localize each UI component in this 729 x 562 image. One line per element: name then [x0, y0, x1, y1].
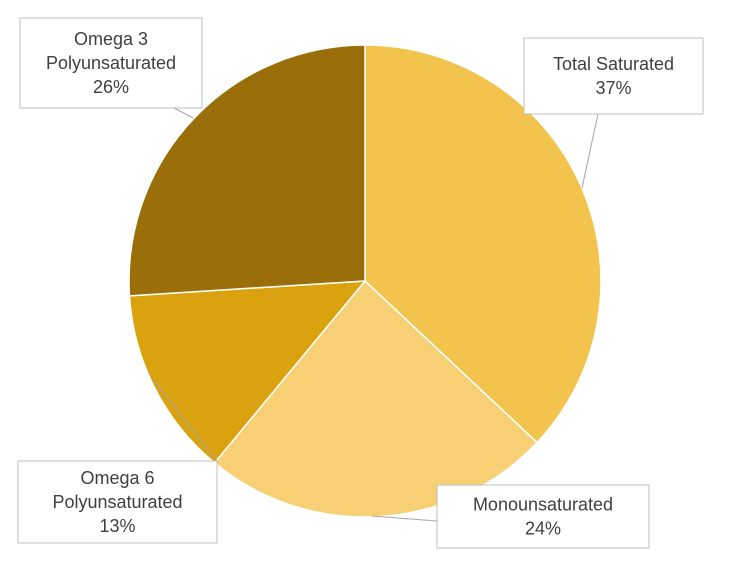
data-label-category: Polyunsaturated [46, 53, 176, 73]
leader-line-total-saturated [581, 113, 599, 189]
leader-line-monounsaturated [371, 515, 438, 522]
data-label-omega-3-polyunsaturated: Omega 3 Polyunsaturated 26% [46, 29, 176, 97]
data-label-omega-6-polyunsaturated: Omega 6 Polyunsaturated 13% [52, 468, 182, 536]
data-label-value: 24% [525, 519, 561, 539]
data-label-category: Total Saturated [553, 54, 674, 74]
data-label-category: Omega 6 [80, 468, 154, 488]
data-label-value: 26% [93, 77, 129, 97]
data-labels: Total Saturated 37% Monounsaturated 24% Omeg… [17, 17, 704, 549]
pie-slice-omega-3-polyunsaturated [128, 44, 366, 297]
data-label-monounsaturated: Monounsaturated 24% [473, 495, 613, 539]
data-label-category: Monounsaturated [473, 495, 613, 515]
data-label-box-monounsaturated [436, 484, 650, 549]
data-label-box-omega-6-polyunsaturated [17, 460, 218, 544]
data-label-category: Omega 3 [74, 29, 148, 49]
pie-slices [128, 44, 602, 518]
data-label-category: Polyunsaturated [52, 492, 182, 512]
leader-line-omega-6-polyunsaturated [153, 380, 218, 462]
data-label-box-omega-3-polyunsaturated [19, 17, 203, 109]
pie-slice-omega-6-polyunsaturated [128, 280, 367, 464]
data-label-box-total-saturated [523, 37, 704, 115]
data-label-value: 13% [99, 516, 135, 536]
data-label-value: 37% [595, 78, 631, 98]
data-label-total-saturated: Total Saturated 37% [553, 54, 674, 98]
leader-lines [153, 107, 599, 522]
leader-line-omega-3-polyunsaturated [173, 107, 194, 119]
pie-slice-total-saturated [364, 44, 602, 444]
